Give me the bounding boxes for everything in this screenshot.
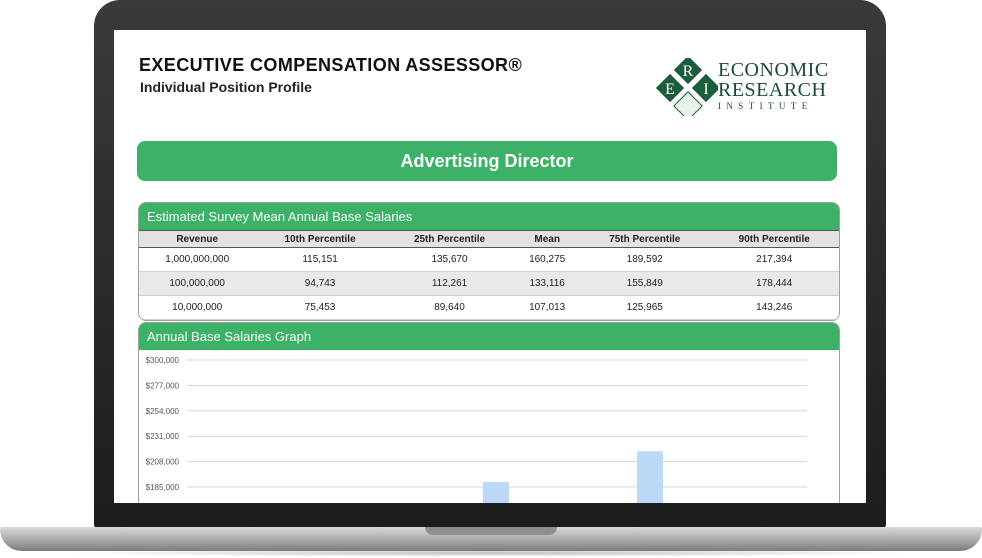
salary-table-panel: Estimated Survey Mean Annual Base Salari… (138, 202, 840, 321)
salary-table: Revenue 10th Percentile 25th Percentile … (139, 230, 839, 320)
table-cell: 112,261 (384, 271, 515, 296)
salary-graph-panel: Annual Base Salaries Graph $185,000 $208,… (138, 322, 840, 503)
position-banner: Advertising Director (137, 141, 837, 181)
logo-letter-i: I (703, 81, 708, 98)
y-tick-label: $300,000 (146, 356, 180, 365)
y-tick-label: $208,000 (146, 458, 180, 467)
table-cell: 178,444 (709, 271, 839, 296)
table-row: 100,000,000 94,743 112,261 133,116 155,8… (139, 271, 839, 296)
laptop-shadow (60, 549, 922, 557)
table-row: 10,000,000 75,453 89,640 107,013 125,965… (139, 295, 839, 320)
table-header-row: Revenue 10th Percentile 25th Percentile … (139, 230, 839, 248)
laptop-notch (425, 527, 557, 535)
table-cell: 75,453 (255, 295, 385, 320)
y-tick-label: $185,000 (146, 483, 180, 492)
table-cell: 217,394 (709, 247, 839, 272)
chart-bar-segment-0-0 (483, 481, 509, 503)
table-cell: 1,000,000,000 (139, 247, 256, 272)
eri-diamond-logo-icon: E R I (655, 55, 721, 121)
logo-word-research: RESEARCH (718, 79, 827, 101)
table-cell: 100,000,000 (139, 271, 256, 296)
salary-bar-chart: $185,000 $208,000 $231,000 $254,000 $277,000… (146, 356, 807, 503)
table-cell: 133,116 (514, 271, 581, 296)
table-cell: 155,849 (580, 271, 710, 296)
table-cell: 115,151 (255, 247, 385, 272)
report-screen: EXECUTIVE COMPENSATION ASSESSOR® Individ… (114, 30, 866, 503)
table-row: 1,000,000,000 115,151 135,670 160,275 18… (139, 247, 839, 272)
table-cell: 189,592 (580, 247, 710, 272)
column-header-25th-percentile: 25th Percentile (384, 230, 515, 248)
chart-bar-segment-1-1 (637, 451, 663, 503)
table-cell: 160,275 (514, 247, 581, 272)
column-header-75th-percentile: 75th Percentile (580, 230, 710, 248)
logo-word-economic: ECONOMIC (718, 59, 829, 81)
table-cell: 135,670 (384, 247, 515, 272)
column-header-90th-percentile: 90th Percentile (709, 230, 839, 248)
table-cell: 10,000,000 (139, 295, 256, 320)
salary-table-title: Estimated Survey Mean Annual Base Salari… (139, 203, 839, 230)
logo-letter-e: E (665, 81, 675, 98)
position-title: Advertising Director (400, 151, 574, 171)
column-header-10th-percentile: 10th Percentile (255, 230, 385, 248)
report-subtitle: Individual Position Profile (140, 79, 312, 95)
y-tick-label: $277,000 (146, 381, 180, 390)
table-cell: 125,965 (580, 295, 710, 320)
table-cell: 107,013 (514, 295, 581, 320)
table-cell: 143,246 (709, 295, 839, 320)
logo-word-institute: INSTITUTE (718, 101, 813, 111)
column-header-mean: Mean (514, 230, 581, 248)
salary-graph-title: Annual Base Salaries Graph (139, 323, 839, 350)
eri-logo: E R I ECONOMIC RESEARCH INSTITUTE (648, 55, 848, 121)
y-tick-label: $254,000 (146, 407, 180, 416)
logo-wordmark: ECONOMIC RESEARCH INSTITUTE (718, 60, 829, 112)
y-tick-label: $231,000 (146, 432, 180, 441)
table-cell: 89,640 (384, 295, 515, 320)
column-header-revenue: Revenue (139, 230, 256, 248)
logo-letter-r: R (683, 63, 694, 80)
report-title: EXECUTIVE COMPENSATION ASSESSOR® (139, 55, 523, 75)
table-cell: 94,743 (255, 271, 385, 296)
